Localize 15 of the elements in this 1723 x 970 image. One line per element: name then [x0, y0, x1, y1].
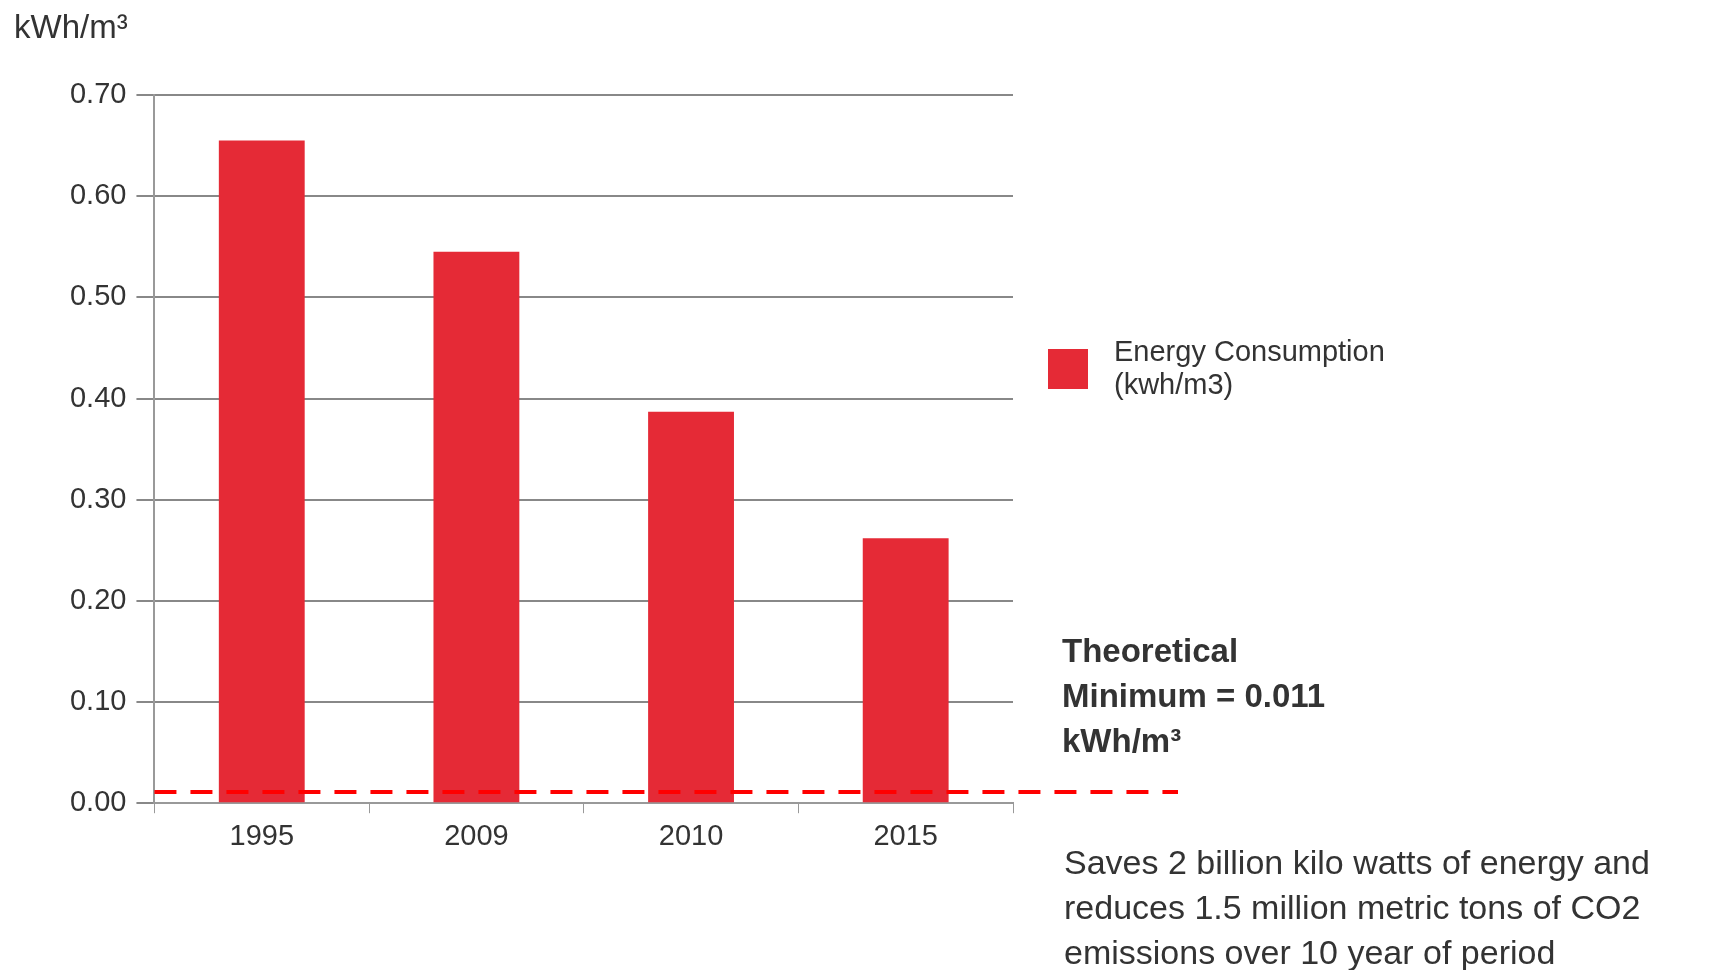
- y-tick-label: 0.70: [69, 77, 127, 109]
- y-tick-label: 0.60: [69, 178, 127, 211]
- x-tick-label: 2010: [658, 818, 724, 851]
- y-axis-title: kWh/m³: [14, 8, 128, 46]
- x-tick-label: 2015: [873, 818, 938, 851]
- ref-line-label: Theoretical Minimum = 0.011 kWh/m³: [1062, 631, 1327, 761]
- x-tick-label: 1995: [229, 818, 295, 851]
- y-tick-label: 0.10: [69, 684, 127, 717]
- y-tick-label: 0.50: [69, 279, 127, 312]
- y-tick-label: 0.20: [69, 582, 127, 615]
- y-tick-label: 0.00: [69, 785, 127, 818]
- y-tick-label: 0.30: [69, 481, 127, 514]
- y-tick-label: 0.40: [69, 380, 127, 413]
- x-tick-label: 2009: [444, 818, 509, 851]
- legend-label: Energy Consumption (kwh/m3): [1114, 335, 1386, 401]
